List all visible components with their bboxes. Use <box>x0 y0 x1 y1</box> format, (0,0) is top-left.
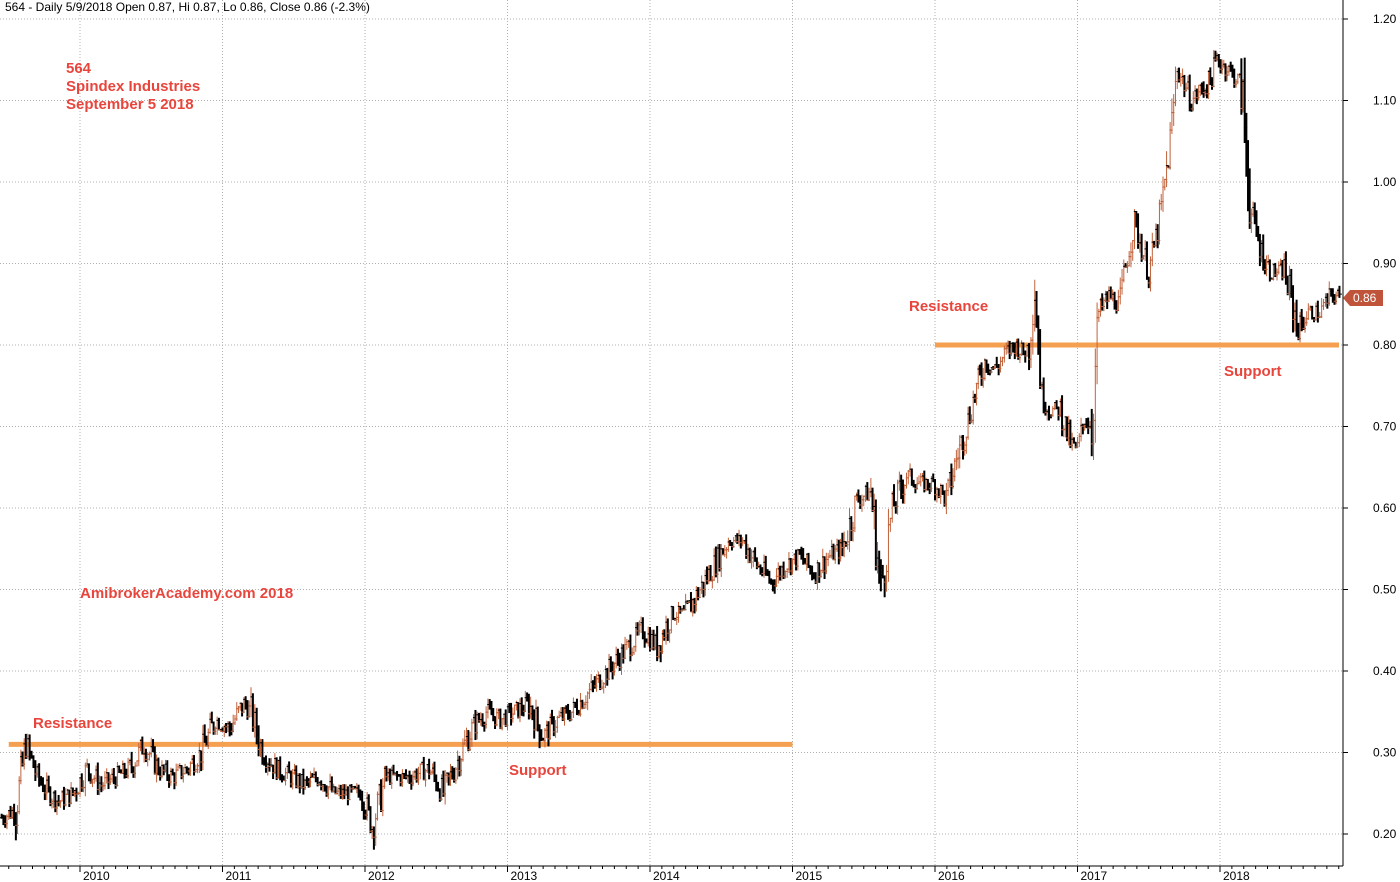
last-price-flag <box>1343 290 1383 306</box>
chart-header: 564 - Daily 5/9/2018 Open 0.87, Hi 0.87,… <box>5 0 370 14</box>
resistance-label-2016: Resistance <box>909 298 988 315</box>
x-tick-label: 2014 <box>653 869 680 882</box>
y-tick-label: 1.00 <box>1373 175 1397 189</box>
y-tick-label: 0.20 <box>1373 827 1397 841</box>
date-annotation: September 5 2018 <box>66 96 194 113</box>
y-tick-label: 0.60 <box>1373 501 1397 515</box>
support-label-2013: Support <box>509 762 567 779</box>
support-resistance-lines <box>8 342 1339 747</box>
y-tick-label: 0.70 <box>1373 420 1397 434</box>
y-tick-label: 0.80 <box>1373 338 1397 352</box>
y-tick-label: 1.10 <box>1373 94 1397 108</box>
y-axis-ticks: 0.20 0.30 0.40 0.50 0.60 0.70 0.80 0.90 1.00 1.10… <box>1343 12 1397 841</box>
support-label-2018: Support <box>1224 363 1282 380</box>
price-bars <box>0 50 1342 850</box>
x-tick-label: 2017 <box>1081 869 1108 882</box>
company-annotation: Spindex Industries <box>66 78 200 95</box>
watermark-annotation: AmibrokerAcademy.com 2018 <box>80 585 293 602</box>
ticker-annotation: 564 <box>66 60 92 77</box>
x-tick-label: 2013 <box>511 869 538 882</box>
x-tick-label: 2011 <box>226 869 252 882</box>
x-tick-label: 2012 <box>368 869 395 882</box>
y-tick-label: 0.90 <box>1373 257 1397 271</box>
y-tick-label: 0.50 <box>1373 583 1397 597</box>
y-tick-label: 0.40 <box>1373 664 1397 678</box>
y-tick-label: 1.20 <box>1373 12 1397 26</box>
x-tick-label: 2018 <box>1223 869 1250 882</box>
last-price-marker: 0.86 <box>1343 290 1383 306</box>
x-tick-label: 2015 <box>796 869 823 882</box>
y-tick-label: 0.30 <box>1373 746 1397 760</box>
x-axis-ticks: 2010 2011 2012 2013 2014 2015 2016 2017 2018 <box>8 866 1340 882</box>
last-price-value: 0.86 <box>1353 291 1377 305</box>
axes <box>0 0 1344 867</box>
resistance-label-2010: Resistance <box>33 715 112 732</box>
x-tick-label: 2016 <box>938 869 965 882</box>
x-tick-label: 2010 <box>83 869 110 882</box>
